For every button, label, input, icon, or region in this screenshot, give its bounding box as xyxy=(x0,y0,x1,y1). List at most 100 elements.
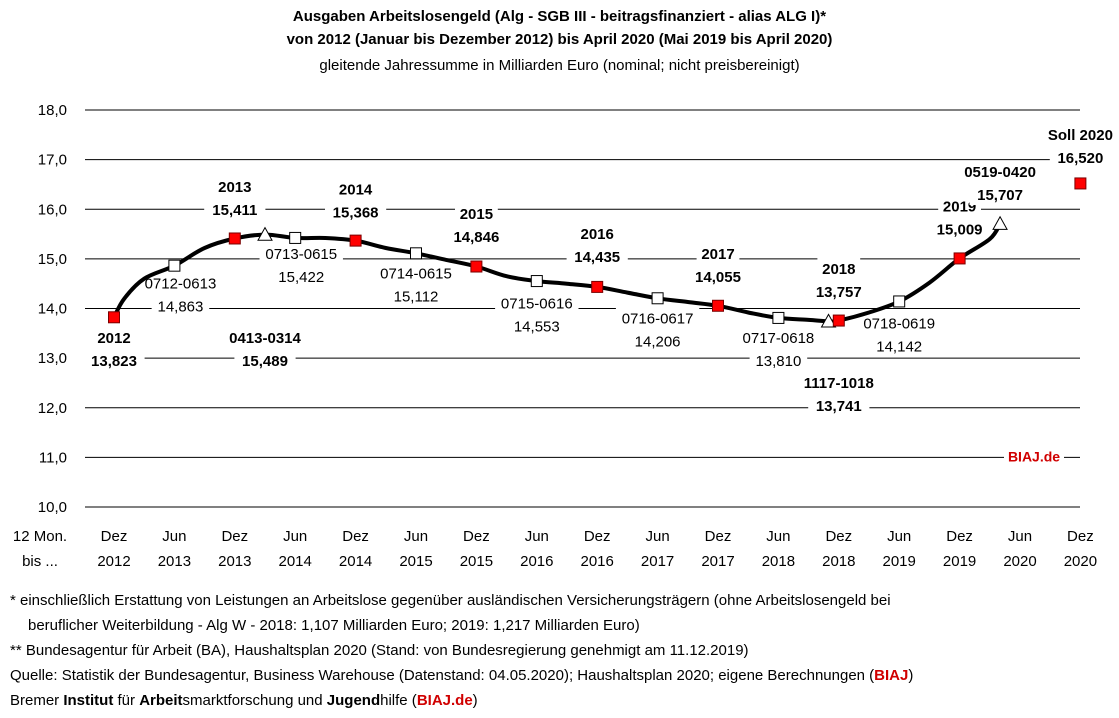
y-tick-label: 18,0 xyxy=(38,102,67,119)
data-label-bg xyxy=(234,350,296,372)
data-label: 0712-0613 xyxy=(145,276,217,293)
data-label-bg xyxy=(749,350,808,372)
data-label-bg xyxy=(259,242,343,264)
chart-title-line2: von 2012 (Januar bis Dezember 2012) bis … xyxy=(286,31,833,48)
y-tick-label: 14,0 xyxy=(38,301,67,318)
data-label: 0716-0617 xyxy=(622,310,694,327)
data-label-bg xyxy=(272,265,331,287)
marker-square-red xyxy=(1074,177,1087,190)
inst-f: Jugend xyxy=(326,692,381,709)
chart-title-line1: Ausgaben Arbeitslosengeld (Alg - SGB III… xyxy=(292,8,827,25)
data-label-bg xyxy=(696,242,740,264)
x-tick-label-year: 2019 xyxy=(883,553,916,570)
y-tick-label: 12,0 xyxy=(38,400,67,417)
data-label: 14,846 xyxy=(453,229,499,246)
data-label-bg xyxy=(138,272,223,294)
x-tick-label-year: 2013 xyxy=(218,553,251,570)
marker-square-red xyxy=(349,234,362,247)
data-label: Soll 2020 xyxy=(1048,127,1113,144)
data-label: 2017 xyxy=(701,246,734,263)
data-label-bg xyxy=(92,327,136,349)
data-label: 14,055 xyxy=(695,269,741,286)
x-tick-label-month: Dez xyxy=(221,528,248,545)
data-label: 14,553 xyxy=(514,319,560,336)
data-label-bg xyxy=(969,183,1031,205)
data-label-bg xyxy=(794,371,884,393)
data-label: 0713-0615 xyxy=(265,246,337,263)
data-label-bg xyxy=(808,280,870,302)
x-tick-label-month: Dez xyxy=(705,528,732,545)
data-label: 2018 xyxy=(822,261,855,278)
data-label: 13,741 xyxy=(816,398,862,415)
data-label: 15,009 xyxy=(937,222,983,239)
data-label: 16,520 xyxy=(1057,150,1103,167)
data-label: 2019 xyxy=(943,199,976,216)
x-tick-label-year: 2014 xyxy=(279,553,312,570)
inst-end: ) xyxy=(472,692,478,709)
data-label-bg xyxy=(387,285,445,307)
data-label: 14,142 xyxy=(876,338,922,355)
data-label-bg xyxy=(808,394,870,416)
marker-square-red xyxy=(712,299,724,312)
data-label: 14,206 xyxy=(635,333,681,350)
data-label: 0413-0314 xyxy=(229,330,301,347)
data-label-bg xyxy=(736,327,821,349)
data-label-bg xyxy=(1049,146,1111,168)
marker-triangle xyxy=(992,215,1008,230)
source-biaj: BIAJ xyxy=(874,667,909,684)
data-label-bg xyxy=(455,203,498,225)
data-label: 13,810 xyxy=(755,353,801,370)
x-tick-label-month: Dez xyxy=(946,528,973,545)
data-label-bg xyxy=(929,218,991,240)
data-label: 0717-0618 xyxy=(743,330,815,347)
data-label: 2013 xyxy=(218,179,251,196)
series-line xyxy=(112,222,1002,324)
marker-square-red xyxy=(953,252,966,265)
marker-square-white xyxy=(530,275,543,288)
y-tick-label: 17,0 xyxy=(38,152,67,169)
inst-c: für xyxy=(113,692,140,709)
x-tick-label-year: 2016 xyxy=(581,553,614,570)
line-chart: 10,0 11,0 12,0 13,0 14,0 15,0 16,0 17,0 18,0 12 M… xyxy=(12,102,1119,570)
data-label-bg xyxy=(857,312,941,334)
data-label: 2012 xyxy=(97,330,130,347)
data-label: 0715-0616 xyxy=(501,296,573,313)
marker-square-red xyxy=(108,311,120,324)
y-tick-label: 11,0 xyxy=(39,449,67,466)
y-tick-label: 13,0 xyxy=(38,350,67,367)
y-tick-label: 10,0 xyxy=(38,499,67,516)
x-tick-label-month: Dez xyxy=(825,528,852,545)
data-label: 15,112 xyxy=(394,289,439,306)
source-line: Quelle: Statistik der Bundesagentur, Bus… xyxy=(10,667,913,684)
data-label: 2015 xyxy=(460,206,493,223)
footnote-1-cont: beruflicher Weiterbildung - Alg W - 2018… xyxy=(28,617,640,634)
data-label-bg xyxy=(575,223,619,245)
data-label-bg xyxy=(374,262,458,284)
data-label-bg xyxy=(1036,123,1119,145)
data-label-bg xyxy=(213,175,257,197)
x-tick-label-month: Jun xyxy=(887,528,911,545)
data-label: 0718-0619 xyxy=(863,315,935,332)
data-label-bg xyxy=(445,226,507,248)
inst-d: Arbeit xyxy=(139,692,183,709)
x-axis-prefix: 12 Mon. xyxy=(13,528,67,545)
inst-biaj: BIAJ.de xyxy=(416,692,473,709)
x-axis-prefix: bis ... xyxy=(22,553,58,570)
data-label: 13,823 xyxy=(91,353,137,370)
x-tick-label-year: 2016 xyxy=(520,553,553,570)
data-label: 13,757 xyxy=(816,284,862,301)
data-label-bg xyxy=(204,198,266,220)
x-tick-label-year: 2017 xyxy=(701,553,734,570)
data-label-bg xyxy=(687,265,749,287)
x-tick-label-month: Jun xyxy=(404,528,428,545)
x-tick-label-month: Dez xyxy=(101,528,128,545)
chart-subtitle: gleitende Jahressumme in Milliarden Euro… xyxy=(319,57,800,74)
source-end: ) xyxy=(908,667,914,684)
x-tick-label-month: Jun xyxy=(283,528,307,545)
watermark-bg xyxy=(1004,444,1064,463)
x-tick-label-year: 2018 xyxy=(822,553,855,570)
marker-square-red xyxy=(228,232,241,245)
x-tick-label-month: Dez xyxy=(1067,528,1094,545)
x-tick-label-month: Dez xyxy=(463,528,490,545)
data-label: 14,435 xyxy=(574,249,620,266)
